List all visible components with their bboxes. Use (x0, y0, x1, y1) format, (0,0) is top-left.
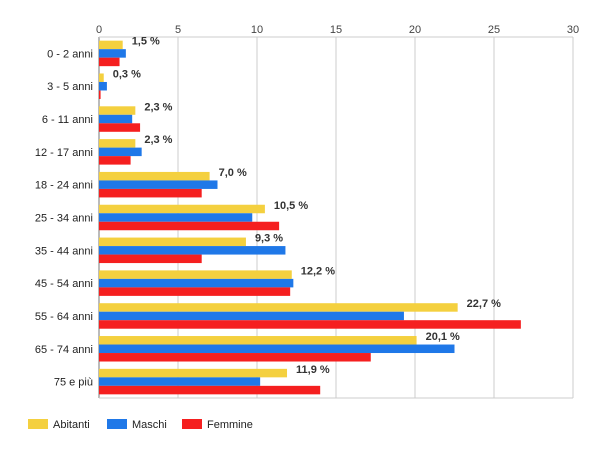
x-tick-label: 10 (251, 24, 263, 36)
bar-femmine (99, 156, 131, 165)
bar-maschi (99, 377, 261, 386)
bar-maschi (99, 180, 218, 189)
grid-lines (98, 36, 574, 399)
bar-femmine (99, 221, 280, 231)
bar-abitanti (99, 106, 136, 115)
bars (99, 40, 521, 395)
bar-abitanti (99, 368, 288, 378)
data-label: 2,3 % (144, 134, 172, 146)
category-label: 18 - 24 anni (35, 180, 93, 192)
bar-femmine (99, 287, 291, 296)
category-label: 65 - 74 anni (35, 344, 93, 356)
bar-maschi (99, 81, 107, 91)
category-label: 25 - 34 anni (35, 213, 93, 225)
data-label: 2,3 % (144, 101, 172, 113)
bar-maschi (99, 213, 253, 222)
x-tick-label: 25 (488, 24, 500, 36)
category-label: 55 - 64 anni (35, 311, 93, 323)
x-tick-label: 30 (567, 24, 579, 36)
legend-swatch (107, 419, 127, 429)
data-label: 22,7 % (467, 298, 501, 310)
x-tick-label: 0 (96, 24, 102, 36)
bar-femmine (99, 254, 202, 264)
category-label: 6 - 11 anni (42, 114, 93, 126)
data-label: 12,2 % (301, 265, 335, 277)
bar-abitanti (99, 204, 265, 214)
data-label: 20,1 % (426, 331, 460, 343)
legend-label: Maschi (132, 419, 167, 431)
bar-femmine (99, 123, 141, 132)
bar-abitanti (99, 139, 136, 148)
bar-abitanti (99, 303, 458, 312)
bar-maschi (99, 311, 404, 321)
x-axis-ticks: 0 5 10 15 20 25 30 (96, 24, 579, 36)
bar-maschi (99, 49, 126, 58)
category-label: 3 - 5 anni (47, 81, 93, 93)
bar-abitanti (99, 40, 123, 50)
bar-maschi (99, 147, 142, 157)
data-label: 1,5 % (132, 36, 160, 48)
category-label: 0 - 2 anni (47, 48, 93, 60)
data-label: 10,5 % (274, 200, 308, 212)
bar-maschi (99, 246, 286, 255)
bar-maschi (99, 344, 455, 354)
bar-femmine (99, 353, 371, 362)
data-labels: 1,5 % 0,3 % 2,3 % 2,3 % 7,0 % 10,5 % 9,3 % 12,2… (113, 36, 501, 376)
bar-abitanti (99, 73, 104, 82)
bar-abitanti (99, 171, 210, 181)
bar-maschi (99, 278, 294, 288)
bar-femmine (99, 90, 101, 99)
legend: Abitanti Maschi Femmine (28, 419, 253, 431)
x-tick-label: 5 (175, 24, 181, 36)
bar-femmine (99, 320, 521, 329)
legend-swatch (182, 419, 202, 429)
x-tick-label: 15 (330, 24, 342, 36)
category-label: 12 - 17 anni (35, 147, 93, 159)
bar-abitanti (99, 270, 292, 279)
bar-abitanti (99, 336, 417, 345)
y-axis-categories: 0 - 2 anni 3 - 5 anni 6 - 11 anni 12 - 17 a… (35, 48, 93, 388)
x-tick-label: 20 (409, 24, 421, 36)
data-label: 9,3 % (255, 233, 283, 245)
bar-maschi (99, 114, 133, 124)
legend-swatch (28, 419, 48, 429)
category-label: 35 - 44 anni (35, 245, 93, 257)
data-label: 0,3 % (113, 68, 141, 80)
legend-label: Abitanti (53, 419, 90, 431)
bar-abitanti (99, 237, 246, 247)
bar-femmine (99, 188, 202, 198)
category-label: 75 e più (54, 377, 93, 389)
bar-femmine (99, 385, 321, 395)
bar-femmine (99, 57, 120, 67)
legend-label: Femmine (207, 419, 253, 431)
category-label: 45 - 54 anni (35, 278, 93, 290)
data-label: 7,0 % (219, 167, 247, 179)
data-label: 11,9 % (296, 364, 330, 376)
